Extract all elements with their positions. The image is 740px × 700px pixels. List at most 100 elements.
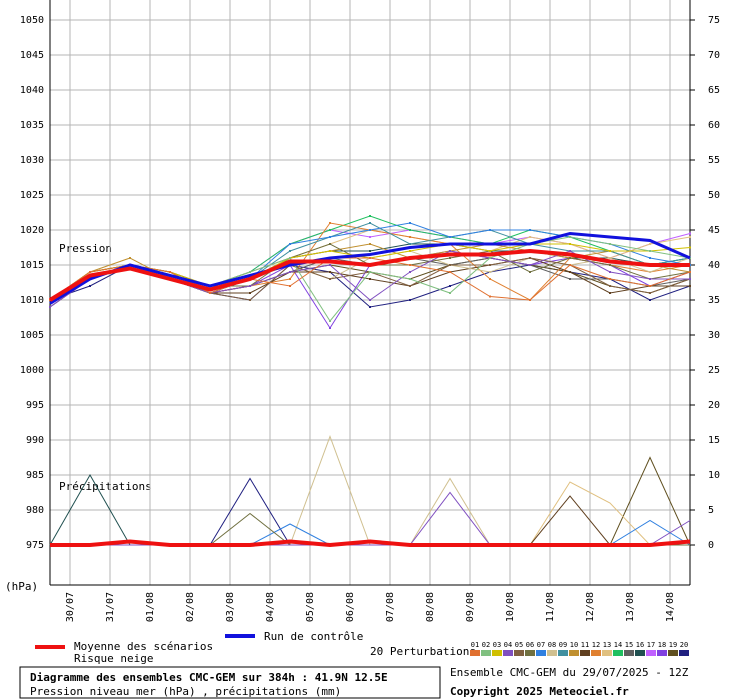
point — [609, 243, 611, 245]
point — [689, 285, 691, 287]
legend-swatch — [580, 650, 590, 656]
point — [169, 271, 171, 273]
point — [369, 222, 371, 224]
point — [529, 257, 531, 259]
point — [249, 285, 251, 287]
point — [209, 292, 211, 294]
point — [489, 257, 491, 259]
point — [329, 264, 331, 266]
footer-run: Ensemble CMC-GEM du 29/07/2025 - 12Z — [450, 666, 689, 679]
point — [689, 278, 691, 280]
legend-swatch — [679, 650, 689, 656]
risk-label: Risque neige — [74, 652, 153, 665]
legend-swatch — [514, 650, 524, 656]
legend-label: Run de contrôle — [264, 630, 363, 643]
point — [289, 278, 291, 280]
point — [409, 236, 411, 238]
y2-tick-label: 0 — [708, 540, 714, 551]
point — [449, 264, 451, 266]
y2-tick-label: 40 — [708, 260, 720, 271]
point — [529, 264, 531, 266]
legend-label: 15 — [625, 641, 633, 649]
point — [289, 250, 291, 252]
point — [489, 264, 491, 266]
point — [329, 327, 331, 329]
legend-swatch — [657, 650, 667, 656]
x-tick-label: 04/08 — [265, 592, 276, 622]
y2-tick-label: 15 — [708, 435, 720, 446]
point — [569, 257, 571, 259]
y-unit: (hPa) — [5, 580, 38, 593]
perturbations-title: 20 Perturbations — [370, 645, 476, 658]
point — [129, 257, 131, 259]
legend-label: 16 — [636, 641, 644, 649]
y2-tick-label: 75 — [708, 15, 720, 26]
point — [649, 257, 651, 259]
point — [329, 229, 331, 231]
y-tick-label: 1050 — [20, 15, 44, 26]
legend-label: 01 — [471, 641, 479, 649]
point — [449, 271, 451, 273]
point — [369, 236, 371, 238]
legend-swatch — [525, 650, 535, 656]
point — [649, 243, 651, 245]
point — [329, 278, 331, 280]
point — [49, 306, 51, 308]
legend-label: Moyenne des scénarios — [74, 640, 213, 653]
point — [369, 215, 371, 217]
x-tick-label: 31/07 — [105, 592, 116, 622]
legend-swatch — [558, 650, 568, 656]
point — [489, 295, 491, 298]
legend-label: 09 — [559, 641, 567, 649]
legend-label: 18 — [658, 641, 666, 649]
point — [409, 250, 411, 252]
x-tick-label: 06/08 — [345, 592, 356, 622]
y-tick-label: 975 — [26, 540, 44, 551]
point — [489, 278, 491, 280]
legend-swatch — [481, 650, 491, 656]
point — [409, 271, 411, 273]
point — [649, 292, 651, 294]
legend-swatch — [635, 650, 645, 656]
y-tick-label: 1040 — [20, 85, 44, 96]
x-tick-label: 02/08 — [185, 592, 196, 622]
y2-tick-label: 50 — [708, 190, 720, 201]
y-tick-label: 985 — [26, 470, 44, 481]
x-tick-label: 14/08 — [665, 592, 676, 622]
point — [569, 278, 571, 280]
legend-swatch — [591, 650, 601, 656]
point — [369, 271, 371, 273]
legend-swatch — [569, 650, 579, 656]
y2-tick-label: 10 — [708, 470, 720, 481]
point — [409, 278, 411, 280]
y2-tick-label: 65 — [708, 85, 720, 96]
point — [369, 250, 371, 252]
y-tick-label: 1010 — [20, 295, 44, 306]
point — [569, 264, 571, 266]
x-tick-label: 13/08 — [625, 592, 636, 622]
point — [449, 236, 451, 238]
y-tick-label: 1005 — [20, 330, 44, 341]
legend-swatch — [470, 650, 480, 656]
y-tick-label: 1015 — [20, 260, 44, 271]
x-tick-label: 05/08 — [305, 592, 316, 622]
legend-swatch — [536, 650, 546, 656]
y-tick-label: 1020 — [20, 225, 44, 236]
legend-label: 08 — [548, 641, 556, 649]
point — [649, 250, 651, 252]
legend-label: 06 — [526, 641, 534, 649]
precip-line — [50, 539, 691, 548]
x-tick-label: 10/08 — [505, 592, 516, 622]
y2-tick-label: 20 — [708, 400, 720, 411]
y2-tick-label: 5 — [708, 505, 714, 516]
point — [529, 229, 531, 231]
x-tick-label: 03/08 — [225, 592, 236, 622]
y-tick-label: 1045 — [20, 50, 44, 61]
point — [289, 271, 291, 273]
point — [289, 257, 291, 259]
y2-tick-label: 45 — [708, 225, 720, 236]
x-tick-label: 01/08 — [145, 592, 156, 622]
point — [609, 292, 611, 294]
x-tick-label: 30/07 — [65, 592, 76, 622]
